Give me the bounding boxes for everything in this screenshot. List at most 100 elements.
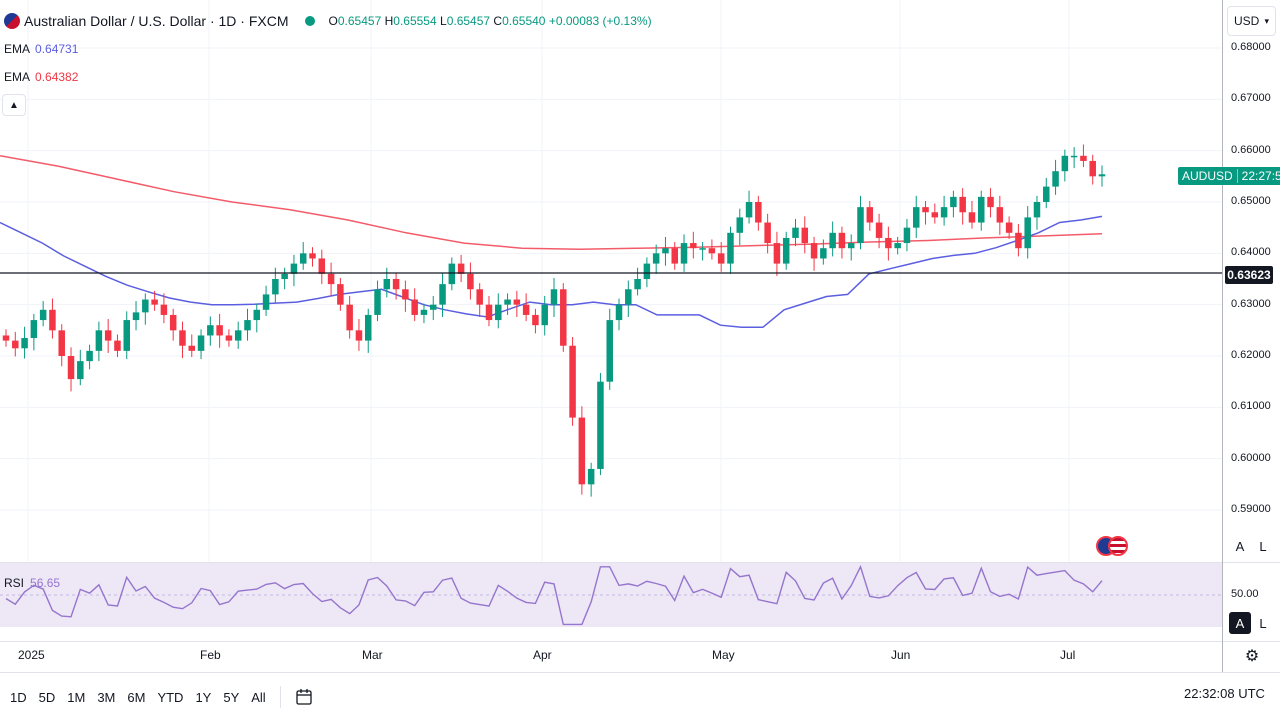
candle-body[interactable] bbox=[448, 263, 456, 285]
candle-body[interactable] bbox=[578, 417, 586, 485]
candle-body[interactable] bbox=[764, 222, 771, 244]
candle-body[interactable] bbox=[355, 330, 363, 341]
candle-body[interactable] bbox=[411, 299, 418, 315]
rsi-legend[interactable]: RSI 56.65 bbox=[4, 576, 61, 590]
candle-body[interactable] bbox=[151, 299, 158, 305]
candle-body[interactable] bbox=[86, 350, 93, 362]
candle-body[interactable] bbox=[792, 227, 799, 238]
range-button-ytd[interactable]: YTD bbox=[157, 689, 184, 705]
pane-separator[interactable] bbox=[0, 562, 1280, 563]
symbol-legend[interactable]: Australian Dollar / U.S. Dollar · 1D · F… bbox=[4, 10, 652, 32]
candle-body[interactable] bbox=[820, 248, 827, 259]
candle-body[interactable] bbox=[866, 207, 874, 223]
candle-body[interactable] bbox=[1080, 155, 1087, 161]
candle-body[interactable] bbox=[504, 299, 511, 305]
candle-body[interactable] bbox=[383, 279, 391, 290]
candle-body[interactable] bbox=[299, 253, 307, 264]
candle-body[interactable] bbox=[123, 320, 130, 351]
candle-body[interactable] bbox=[346, 304, 353, 331]
range-button-all[interactable]: All bbox=[251, 689, 266, 705]
candle-body[interactable] bbox=[392, 279, 400, 290]
candle-body[interactable] bbox=[875, 222, 883, 238]
candle-body[interactable] bbox=[420, 309, 428, 315]
candle-body[interactable] bbox=[169, 314, 177, 331]
candle-body[interactable] bbox=[857, 207, 864, 244]
candle-body[interactable] bbox=[931, 212, 939, 218]
candle-body[interactable] bbox=[755, 202, 762, 223]
candle-body[interactable] bbox=[95, 330, 103, 351]
candle-body[interactable] bbox=[587, 468, 595, 485]
candle-body[interactable] bbox=[996, 207, 1004, 223]
candle-body[interactable] bbox=[662, 248, 669, 254]
candle-body[interactable] bbox=[810, 243, 818, 259]
ema-slow-legend[interactable]: EMA 0.64382 bbox=[4, 70, 79, 84]
utc-clock[interactable]: 22:32:08 UTC bbox=[1184, 686, 1265, 701]
candle-body[interactable] bbox=[597, 381, 604, 469]
candle-body[interactable] bbox=[1015, 232, 1022, 249]
candle-body[interactable] bbox=[699, 248, 706, 250]
rsi-log-scale-button[interactable]: L bbox=[1259, 615, 1267, 631]
candle-body[interactable] bbox=[430, 304, 437, 310]
candle-body[interactable] bbox=[142, 299, 149, 313]
candle-body[interactable] bbox=[318, 258, 326, 274]
candle-body[interactable] bbox=[290, 263, 298, 274]
market-status-icon[interactable] bbox=[304, 16, 315, 26]
candle-body[interactable] bbox=[1061, 155, 1069, 172]
candle-body[interactable] bbox=[262, 294, 270, 310]
candle-body[interactable] bbox=[104, 330, 112, 341]
candle-body[interactable] bbox=[114, 340, 121, 351]
candle-body[interactable] bbox=[736, 217, 744, 233]
range-button-1y[interactable]: 1Y bbox=[195, 689, 212, 705]
ema-fast-legend[interactable]: EMA 0.64731 bbox=[4, 42, 79, 56]
candle-body[interactable] bbox=[30, 320, 38, 339]
symbol-title[interactable]: Australian Dollar / U.S. Dollar · 1D · F… bbox=[24, 13, 289, 29]
candle-body[interactable] bbox=[782, 237, 790, 264]
candle-body[interactable] bbox=[708, 248, 716, 254]
ema-fast-line[interactable] bbox=[0, 215, 1103, 329]
candle-body[interactable] bbox=[625, 289, 632, 305]
candle-body[interactable] bbox=[1070, 155, 1078, 158]
candle-body[interactable] bbox=[216, 325, 223, 336]
candle-body[interactable] bbox=[801, 227, 809, 244]
range-button-6m[interactable]: 6M bbox=[127, 689, 146, 705]
candle-body[interactable] bbox=[49, 309, 56, 331]
range-button-5y[interactable]: 5Y bbox=[223, 689, 240, 705]
candle-body[interactable] bbox=[569, 345, 576, 418]
auto-scale-button[interactable]: A bbox=[1235, 538, 1245, 554]
candle-body[interactable] bbox=[652, 253, 660, 264]
candle-body[interactable] bbox=[309, 253, 316, 259]
candle-body[interactable] bbox=[987, 196, 994, 208]
candle-body[interactable] bbox=[959, 196, 966, 213]
candle-body[interactable] bbox=[1052, 171, 1059, 187]
candle-body[interactable] bbox=[894, 243, 901, 249]
candle-body[interactable] bbox=[234, 330, 242, 341]
candle-body[interactable] bbox=[745, 202, 753, 218]
candle-body[interactable] bbox=[717, 253, 725, 264]
candle-body[interactable] bbox=[495, 304, 502, 321]
currency-flags-icon[interactable] bbox=[1096, 536, 1130, 558]
candle-body[interactable] bbox=[950, 196, 957, 208]
candle-body[interactable] bbox=[272, 279, 279, 295]
candle-body[interactable] bbox=[606, 320, 613, 382]
candle-body[interactable] bbox=[2, 335, 10, 341]
range-button-3m[interactable]: 3M bbox=[97, 689, 116, 705]
log-scale-button[interactable]: L bbox=[1259, 538, 1267, 554]
ema-slow-line[interactable] bbox=[0, 155, 1103, 250]
chart-settings-button[interactable]: ⚙ bbox=[1242, 646, 1262, 666]
candle-body[interactable] bbox=[281, 273, 288, 279]
candle-body[interactable] bbox=[457, 263, 465, 274]
candle-body[interactable] bbox=[179, 330, 186, 346]
candle-body[interactable] bbox=[67, 356, 75, 380]
candle-body[interactable] bbox=[207, 325, 214, 336]
candle-body[interactable] bbox=[253, 309, 261, 321]
candle-body[interactable] bbox=[1024, 217, 1031, 249]
candle-body[interactable] bbox=[513, 299, 521, 305]
candle-body[interactable] bbox=[560, 289, 567, 346]
candle-body[interactable] bbox=[197, 335, 205, 351]
candle-body[interactable] bbox=[225, 335, 233, 341]
candle-body[interactable] bbox=[968, 212, 976, 223]
candle-body[interactable] bbox=[327, 273, 335, 285]
candle-body[interactable] bbox=[634, 279, 641, 290]
range-button-1m[interactable]: 1M bbox=[67, 689, 86, 705]
rsi-pane[interactable] bbox=[0, 563, 1222, 641]
